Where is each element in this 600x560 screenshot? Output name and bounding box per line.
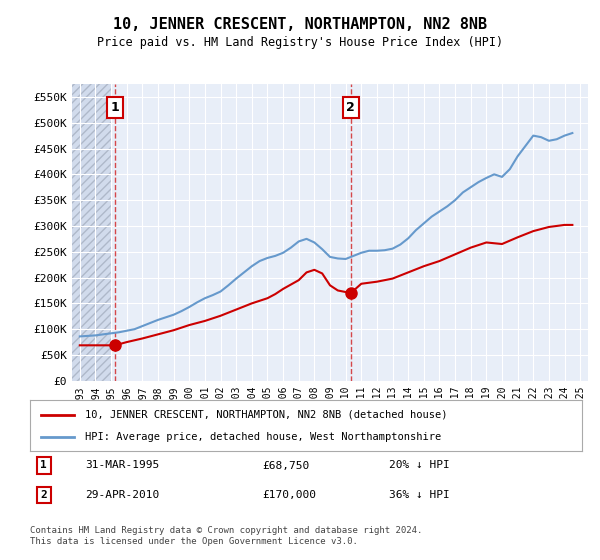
Text: HPI: Average price, detached house, West Northamptonshire: HPI: Average price, detached house, West… (85, 432, 442, 442)
Text: 31-MAR-1995: 31-MAR-1995 (85, 460, 160, 470)
Text: 1: 1 (40, 460, 47, 470)
Text: Contains HM Land Registry data © Crown copyright and database right 2024.
This d: Contains HM Land Registry data © Crown c… (30, 526, 422, 546)
Text: 29-APR-2010: 29-APR-2010 (85, 490, 160, 500)
Text: £68,750: £68,750 (262, 460, 309, 470)
Text: 10, JENNER CRESCENT, NORTHAMPTON, NN2 8NB: 10, JENNER CRESCENT, NORTHAMPTON, NN2 8N… (113, 17, 487, 32)
Bar (72, 84, 111, 381)
Text: 2: 2 (40, 490, 47, 500)
Text: 10, JENNER CRESCENT, NORTHAMPTON, NN2 8NB (detached house): 10, JENNER CRESCENT, NORTHAMPTON, NN2 8N… (85, 409, 448, 419)
Text: 20% ↓ HPI: 20% ↓ HPI (389, 460, 449, 470)
Text: 1: 1 (110, 101, 119, 114)
Text: 2: 2 (346, 101, 355, 114)
Text: Price paid vs. HM Land Registry's House Price Index (HPI): Price paid vs. HM Land Registry's House … (97, 36, 503, 49)
Text: 36% ↓ HPI: 36% ↓ HPI (389, 490, 449, 500)
Text: £170,000: £170,000 (262, 490, 316, 500)
